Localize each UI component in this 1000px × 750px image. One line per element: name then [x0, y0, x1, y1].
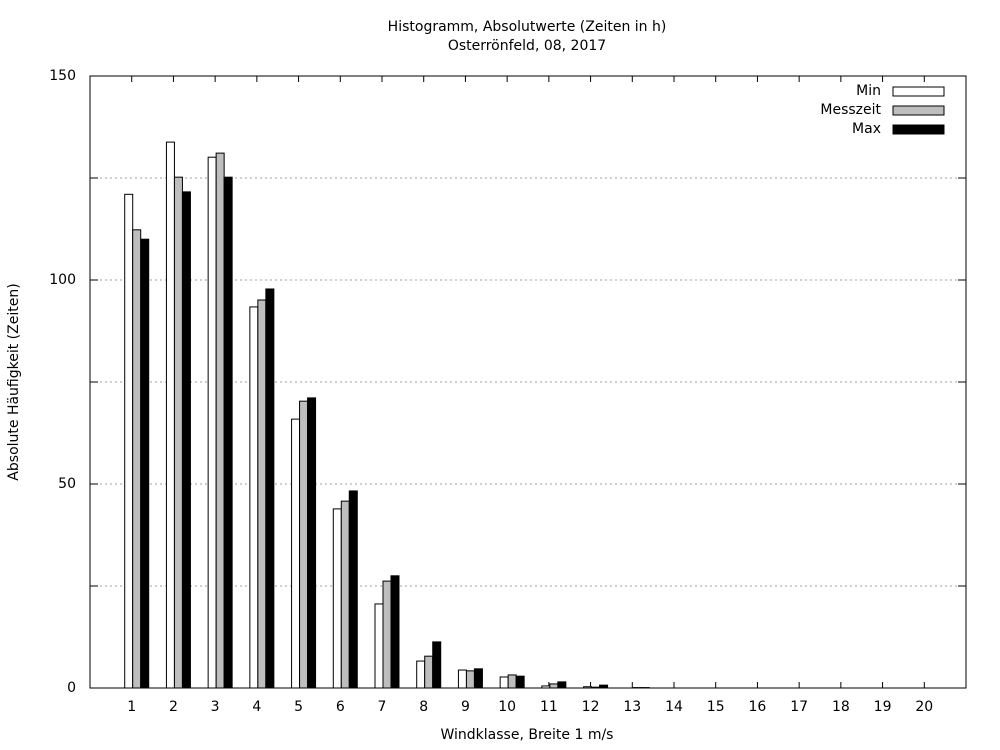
x-tick-label: 19 — [874, 699, 892, 715]
bar — [348, 490, 358, 689]
chart-title: Histogramm, Absolutwerte (Zeiten in h) — [388, 19, 667, 35]
bar — [181, 191, 191, 689]
y-tick-label: 0 — [67, 680, 76, 696]
x-tick-label: 5 — [294, 699, 303, 715]
legend-swatch — [892, 105, 945, 116]
x-tick-label: 12 — [582, 699, 600, 715]
bar — [557, 681, 567, 689]
bar — [165, 141, 175, 689]
bar — [265, 288, 275, 689]
x-tick-label: 17 — [790, 699, 808, 715]
x-tick-label: 1 — [127, 699, 136, 715]
legend-label: Max — [852, 121, 881, 137]
bar — [307, 397, 317, 689]
x-tick-label: 20 — [915, 699, 933, 715]
bar — [340, 500, 350, 689]
bar — [473, 668, 483, 689]
x-tick-label: 11 — [540, 699, 558, 715]
bar — [291, 418, 301, 689]
bar — [432, 641, 442, 689]
x-tick-label: 7 — [378, 699, 387, 715]
x-axis-label: Windklasse, Breite 1 m/s — [441, 727, 614, 743]
legend-swatch — [892, 86, 945, 97]
legend-swatch — [892, 124, 945, 135]
bar — [515, 675, 525, 689]
bar — [332, 508, 342, 689]
bar — [583, 686, 593, 689]
bar — [599, 684, 609, 689]
legend-label: Min — [856, 83, 881, 99]
bar — [457, 669, 467, 689]
bar — [124, 193, 134, 689]
x-tick-label: 18 — [832, 699, 850, 715]
x-tick-label: 9 — [461, 699, 470, 715]
bar — [499, 676, 509, 689]
bar — [207, 156, 217, 689]
x-tick-label: 10 — [498, 699, 516, 715]
bar — [416, 660, 426, 689]
y-axis-label: Absolute Häufigkeit (Zeiten) — [6, 283, 22, 480]
bar — [140, 238, 150, 689]
x-tick-label: 6 — [336, 699, 345, 715]
x-tick-label: 15 — [707, 699, 725, 715]
bar — [223, 176, 233, 689]
x-tick-label: 14 — [665, 699, 683, 715]
legend-label: Messzeit — [820, 102, 881, 118]
bar — [591, 686, 601, 689]
x-tick-label: 4 — [252, 699, 261, 715]
y-tick-label: 50 — [58, 476, 76, 492]
y-tick-label: 100 — [49, 272, 76, 288]
bar — [299, 400, 309, 689]
x-tick-label: 16 — [749, 699, 767, 715]
x-tick-label: 3 — [211, 699, 220, 715]
bar — [257, 299, 267, 689]
bar — [507, 674, 517, 689]
bar — [465, 670, 475, 689]
x-tick-label: 2 — [169, 699, 178, 715]
bar — [390, 575, 400, 689]
bar — [374, 603, 384, 689]
bar — [382, 580, 392, 689]
bar — [424, 655, 434, 689]
chart-subtitle: Osterrönfeld, 08, 2017 — [448, 38, 606, 54]
x-tick-label: 8 — [419, 699, 428, 715]
bar — [215, 152, 225, 689]
bar — [173, 176, 183, 689]
bar — [541, 685, 551, 689]
y-tick-label: 150 — [49, 68, 76, 84]
x-tick-label: 13 — [623, 699, 641, 715]
bar — [249, 306, 259, 689]
bar — [132, 229, 142, 689]
plot-frame — [89, 75, 967, 689]
bar — [549, 683, 559, 689]
